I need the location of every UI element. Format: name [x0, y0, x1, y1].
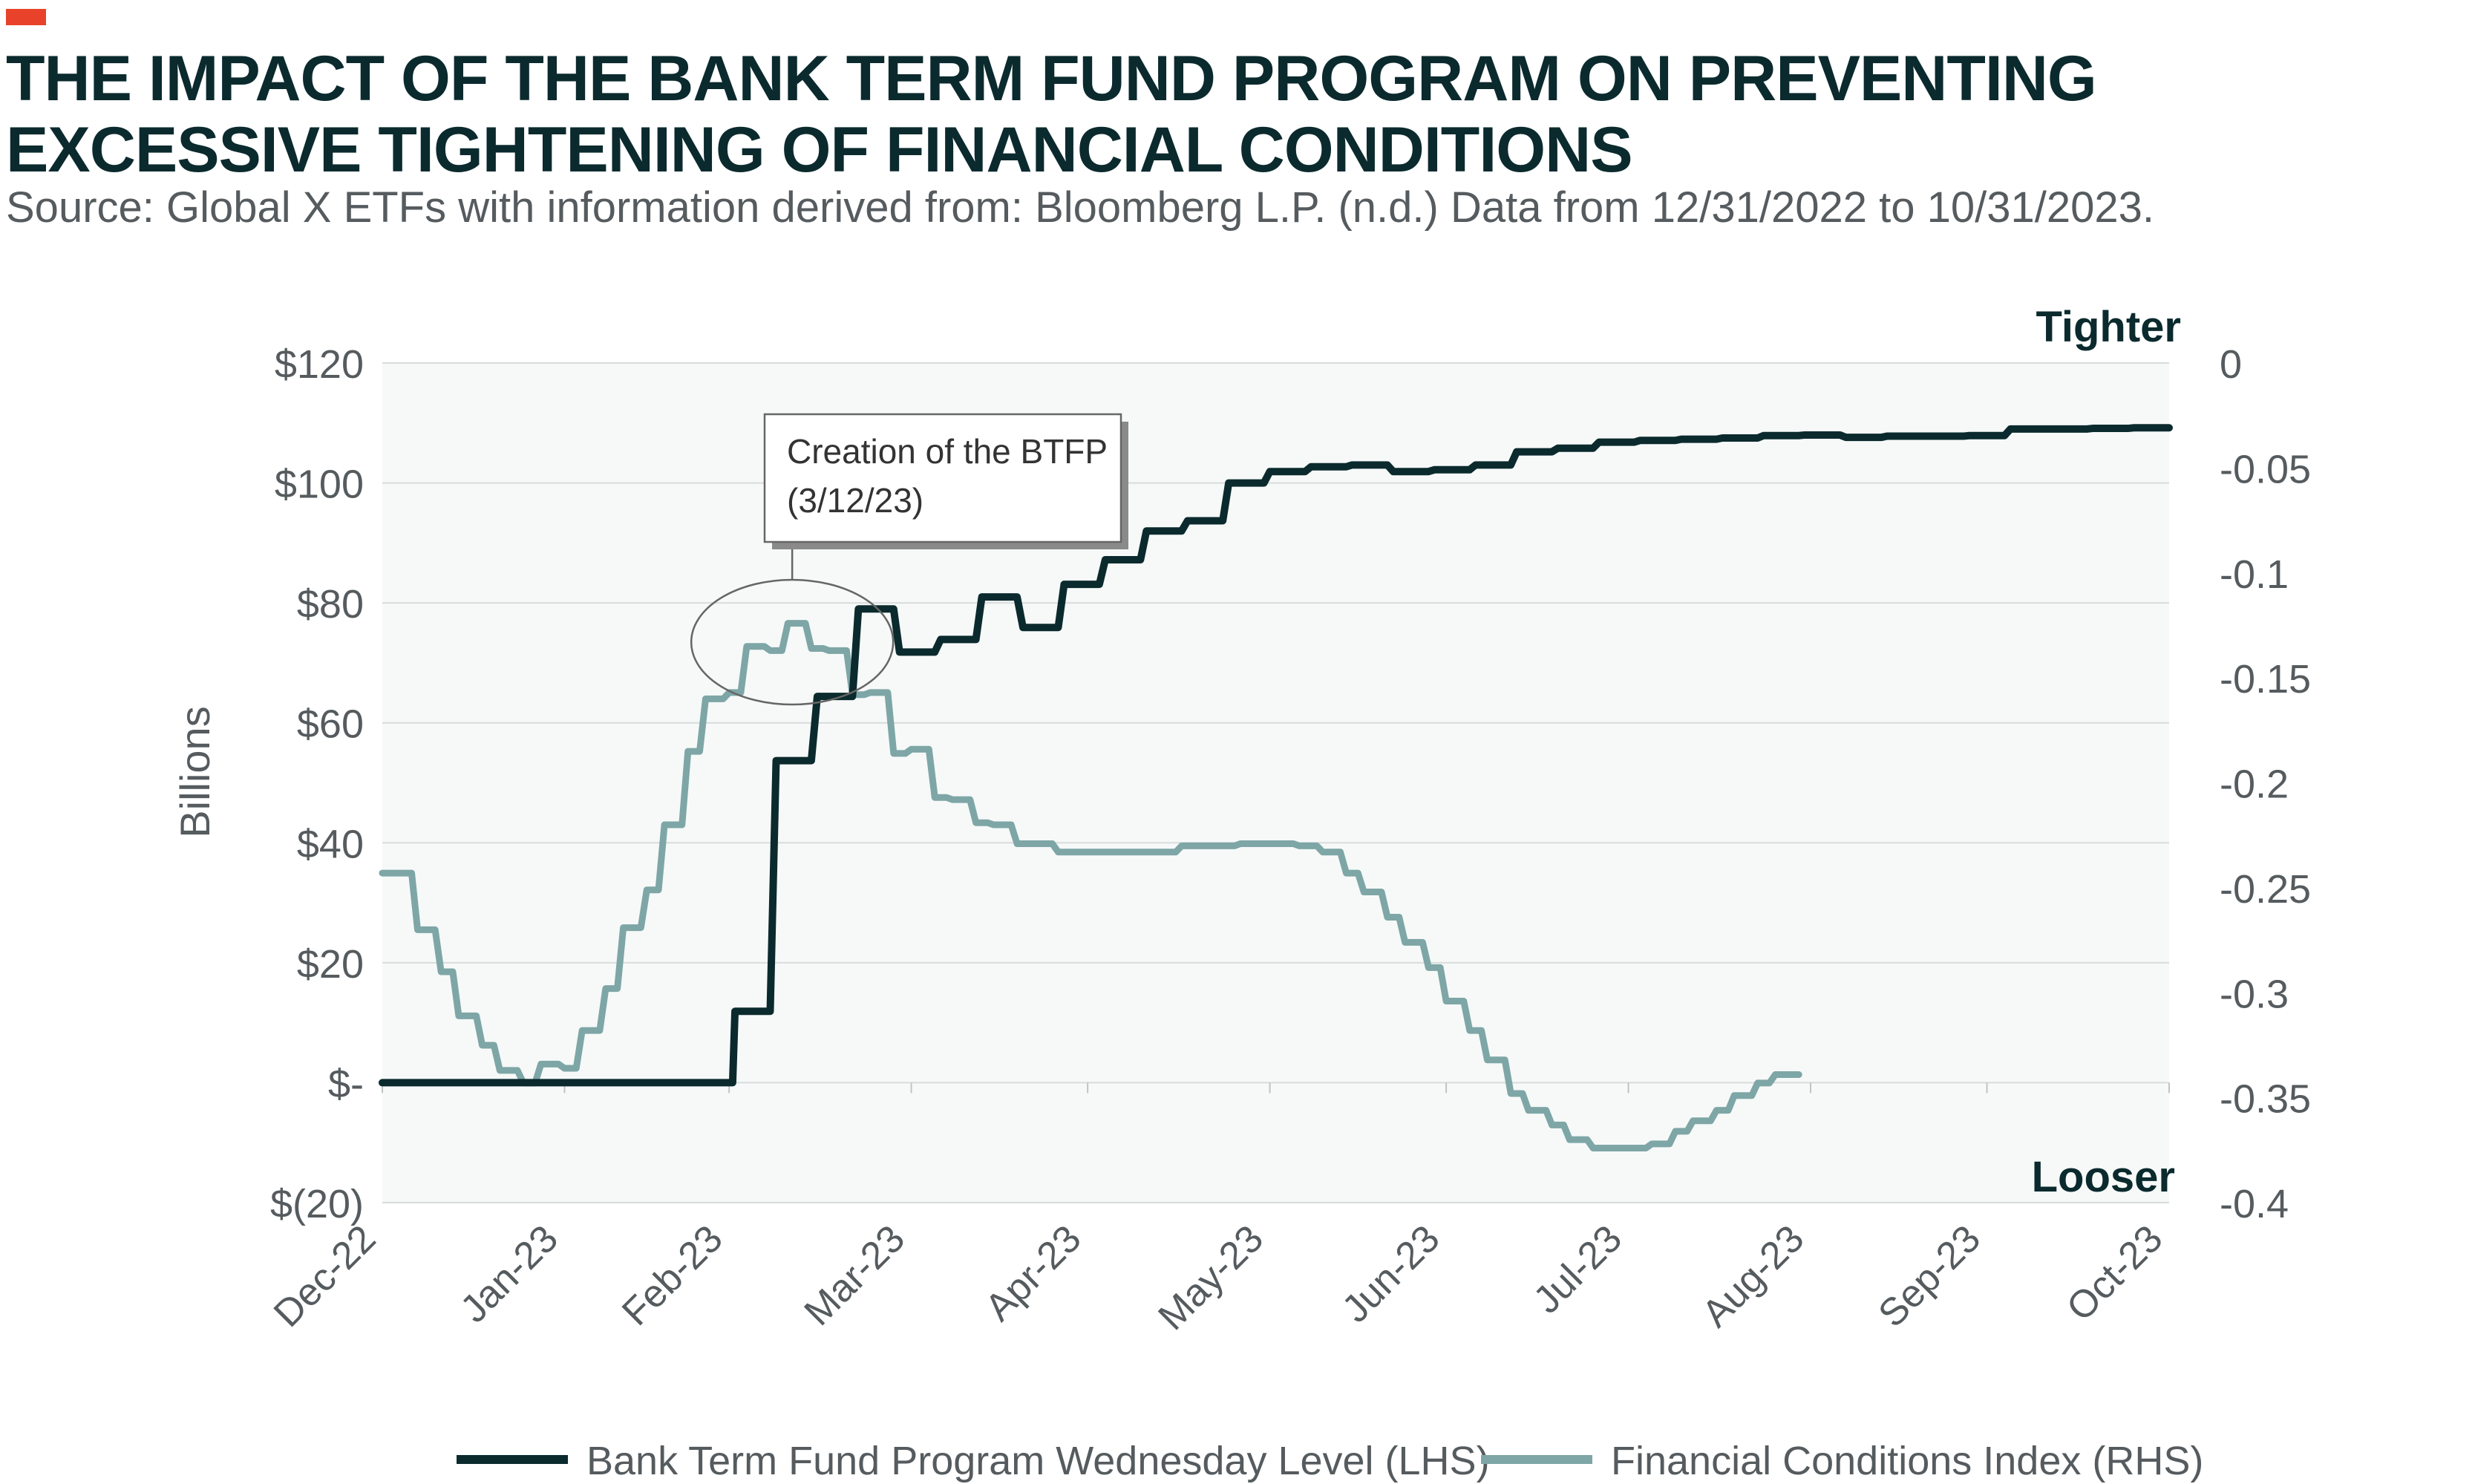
annotation-text-line2: (3/12/23)	[787, 481, 923, 520]
annotation-text-line1: Creation of the BTFP	[787, 432, 1108, 471]
legend-item-fci-label: Financial Conditions Index (RHS)	[1611, 1439, 2203, 1483]
right-tick-label: -0.35	[2220, 1077, 2311, 1122]
chart-subtitle: Source: Global X ETFs with information d…	[6, 183, 2154, 232]
x-tick-label: Mar-23	[797, 1217, 913, 1333]
right-tick-label: -0.05	[2220, 447, 2311, 491]
x-tick-label: Aug-23	[1694, 1217, 1813, 1336]
left-tick-label: $20	[297, 942, 364, 987]
left-tick-label: $-	[328, 1062, 364, 1106]
x-tick-label: Jun-23	[1334, 1217, 1448, 1330]
right-tick-label: 0	[2220, 342, 2242, 387]
x-tick-label: Jan-23	[452, 1217, 566, 1330]
left-tick-label: $60	[297, 702, 364, 747]
btfp-series-line	[379, 424, 2173, 1087]
plot-area	[382, 363, 2169, 1203]
looser-label: Looser	[2032, 1153, 2175, 1201]
legend-item-btfp-label: Bank Term Fund Program Wednesday Level (…	[586, 1439, 1490, 1483]
x-tick-label: Dec-22	[266, 1217, 385, 1336]
right-tick-label: -0.2	[2220, 762, 2289, 807]
fci-series-line	[379, 620, 1802, 1151]
right-axis: 0 -0.05 -0.1 -0.15 -0.2 -0.25 -0.3 -0.35 -0.4	[2220, 342, 2311, 1226]
left-tick-label: $120	[275, 342, 364, 387]
right-tick-label: -0.4	[2220, 1182, 2289, 1226]
right-tick-label: -0.3	[2220, 972, 2289, 1016]
grid	[382, 362, 2169, 1203]
x-tick-label: Feb-23	[614, 1217, 731, 1334]
left-tick-label: $100	[275, 462, 364, 507]
left-tick-label: $40	[297, 822, 364, 866]
x-tick-label: Jul-23	[1526, 1217, 1630, 1321]
y-axis-title: Billions	[171, 706, 218, 837]
chart-title: THE IMPACT OF THE BANK TERM FUND PROGRAM…	[6, 43, 2097, 186]
left-tick-label: $(20)	[270, 1182, 364, 1226]
x-tick-label: Oct-23	[2059, 1217, 2171, 1329]
left-tick-label: $80	[297, 582, 364, 627]
accent-bar	[6, 9, 46, 25]
x-tick-label: Apr-23	[977, 1217, 1089, 1329]
legend: Bank Term Fund Program Wednesday Level (…	[457, 1439, 2203, 1483]
annotation-box	[763, 413, 1122, 543]
left-axis: $120 $100 $80 $60 $40 $20 $- $(20)	[270, 342, 364, 1226]
right-tick-label: -0.1	[2220, 552, 2289, 597]
annotation: Creation of the BTFP (3/12/23)	[690, 413, 1128, 706]
right-tick-label: -0.25	[2220, 867, 2311, 912]
tighter-label: Tighter	[2036, 303, 2182, 351]
series-group	[379, 424, 2173, 1151]
right-tick-label: -0.15	[2220, 657, 2311, 702]
x-tick-label: Sep-23	[1870, 1217, 1989, 1336]
x-tick-label: May-23	[1150, 1217, 1272, 1338]
